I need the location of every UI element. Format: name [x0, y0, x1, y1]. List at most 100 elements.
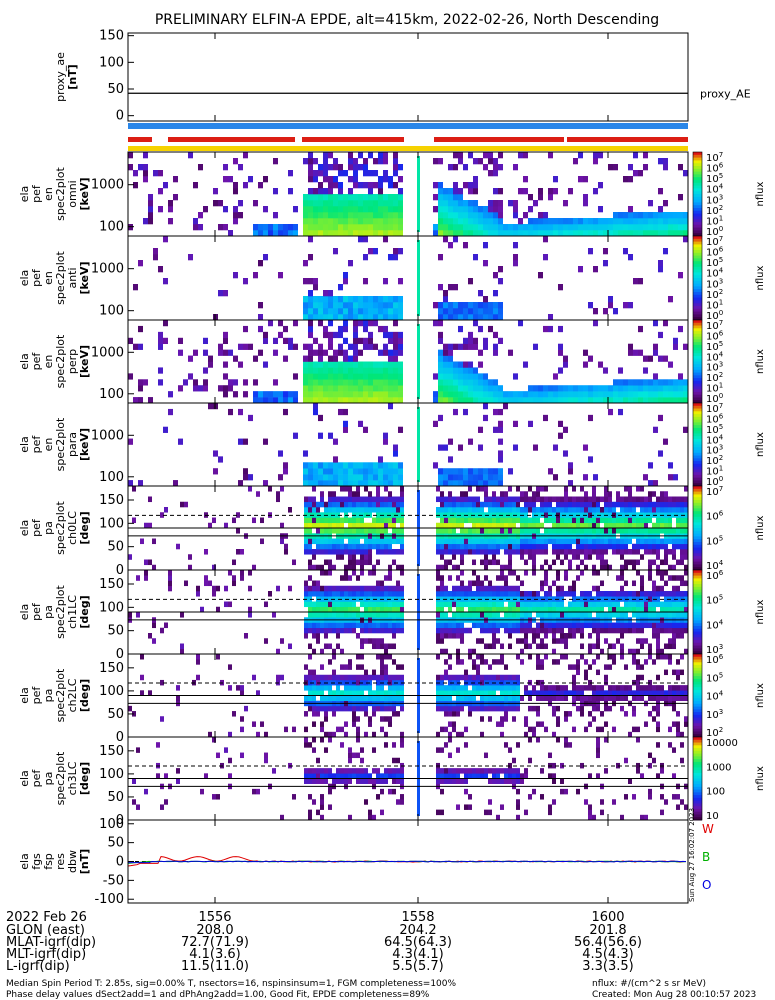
ch2-energy-cell: [563, 355, 568, 362]
ch1-pa-cell: [552, 580, 556, 587]
ch2-pa-cbar-tick-4: 102: [706, 726, 723, 739]
ch2-pa-cell: [668, 654, 672, 660]
ch0-energy-cell: [448, 206, 453, 213]
ch2-pa-cell: [308, 695, 312, 701]
ch0-pa-cell: [608, 528, 612, 534]
ch1-energy-cell: [378, 314, 383, 321]
ch0-energy-cell: [468, 224, 473, 231]
ch0-energy-cell: [438, 212, 443, 219]
ch2-pa-cell: [660, 690, 664, 696]
ch2-energy-cell: [363, 385, 368, 392]
ch0-pa-cell: [400, 501, 404, 508]
ch2-energy-cell: [453, 361, 458, 368]
ch0-energy-cell: [388, 212, 393, 219]
ch3-energy-cell: [468, 438, 473, 445]
ch0-pa-cell: [672, 496, 676, 503]
ch0-energy-cell: [523, 224, 528, 231]
ch2-energy-cell: [283, 391, 288, 398]
ch2-pa-cell: [368, 685, 372, 691]
ch2-pa-cbar-cell-17: [693, 701, 702, 705]
ch0-pa-cell: [624, 522, 628, 529]
ch2-energy-cbar-cell-4: [693, 331, 702, 335]
ch0-pa-cell: [580, 512, 584, 518]
ch0-energy-cell: [303, 218, 308, 225]
ch1-pa-ylabel-2: pa: [42, 605, 55, 619]
ch3-energy-cbar-cell-28: [693, 480, 702, 484]
ch0-pa-cell: [372, 501, 376, 508]
ch2-energy-cell: [293, 320, 298, 327]
ch3-energy-cell: [648, 480, 653, 487]
ch0-energy-cell: [318, 170, 323, 177]
ch1-pa-cell: [368, 591, 372, 597]
ch2-energy-cell: [628, 391, 633, 398]
ch1-pa-cell: [640, 606, 644, 613]
ch0-pa-cell: [332, 522, 336, 529]
ch0-pa-cell: [488, 528, 492, 534]
ch1-pa-cell: [676, 627, 680, 634]
ch0-energy-cell: [378, 194, 383, 201]
ch3-energy-cbar-cell-25: [693, 472, 702, 476]
ch2-pa-cell: [676, 674, 680, 681]
ch0-pa-cell: [452, 549, 456, 555]
ch2-energy-cell: [618, 391, 623, 398]
ch0-pa-cell: [512, 528, 516, 534]
ch0-pa-cell: [580, 538, 584, 545]
ch1-pa-cell: [456, 648, 460, 655]
ch0-pa-cell: [644, 517, 648, 524]
ch3-energy-cell: [313, 480, 318, 487]
ch0-energy-cell: [328, 200, 333, 207]
ch1-pa-cbar-cell-13: [693, 606, 702, 610]
ch1-energy-cell: [358, 308, 363, 315]
ch1-pa-cell: [660, 622, 664, 629]
ch2-energy-cell: [458, 397, 463, 404]
ch1-pa-cell: [648, 575, 652, 581]
ch1-energy-cell: [348, 302, 353, 309]
ch2-energy-cell: [158, 343, 163, 350]
ch0-pa-cell: [624, 501, 628, 508]
ch0-pa-cell: [620, 538, 624, 545]
ch0-pa-cell: [676, 528, 680, 534]
ch2-energy-cell: [433, 373, 438, 380]
ch2-pa-cell: [372, 731, 376, 738]
ch0-energy-cell: [623, 212, 628, 219]
ch1-pa-cell: [524, 612, 528, 618]
ch2-energy-cell: [328, 397, 333, 404]
ch0-pa-cell: [540, 507, 544, 513]
ch2-energy-cell: [348, 343, 353, 350]
ch1-pa-cell: [304, 591, 308, 597]
ch3-energy-cell: [473, 474, 478, 481]
ch2-energy-cbar-cell-17: [693, 367, 702, 371]
ch0-pa-cell: [448, 522, 452, 529]
ch1-pa-cell: [480, 606, 484, 613]
ch1-pa-cell: [684, 570, 688, 576]
ch3-energy-cell: [248, 414, 253, 422]
ch2-energy-spike: [417, 324, 420, 399]
ch3-energy-cbar-tick-7: 100: [706, 475, 723, 488]
ch2-pa-cell: [316, 711, 320, 717]
ch0-pa-cell: [508, 564, 512, 571]
ch0-pa-cell: [668, 538, 672, 545]
ch1-pa-cell: [488, 606, 492, 613]
ch2-pa-cell: [460, 674, 464, 681]
ch2-energy-cell: [513, 397, 518, 404]
ch3-energy-cell: [583, 474, 588, 481]
ch1-pa-cell: [340, 601, 344, 608]
ch2-pa-cell: [448, 731, 452, 738]
ch0-pa-cell: [660, 491, 664, 497]
ch2-energy-cell: [333, 367, 338, 374]
ch1-pa-cell: [472, 591, 476, 597]
ch0-pa-cell: [232, 517, 236, 524]
ch0-pa-cell: [544, 486, 548, 492]
ch1-energy-cell: [378, 296, 383, 303]
ch0-pa-cell: [456, 543, 460, 550]
ch0-energy-cell: [493, 188, 498, 195]
ch1-energy-cell: [458, 302, 463, 309]
ch3-energy-cell: [378, 456, 383, 463]
ch1-pa-cell: [664, 596, 668, 602]
ch0-pa-cbar-cell-24: [693, 553, 702, 557]
ch0-pa-cell: [636, 496, 640, 503]
ch0-pa-cell: [596, 507, 600, 513]
ch0-energy-cell: [628, 212, 633, 219]
ch2-energy-cell: [523, 397, 528, 404]
ch0-energy-cell: [323, 200, 328, 207]
